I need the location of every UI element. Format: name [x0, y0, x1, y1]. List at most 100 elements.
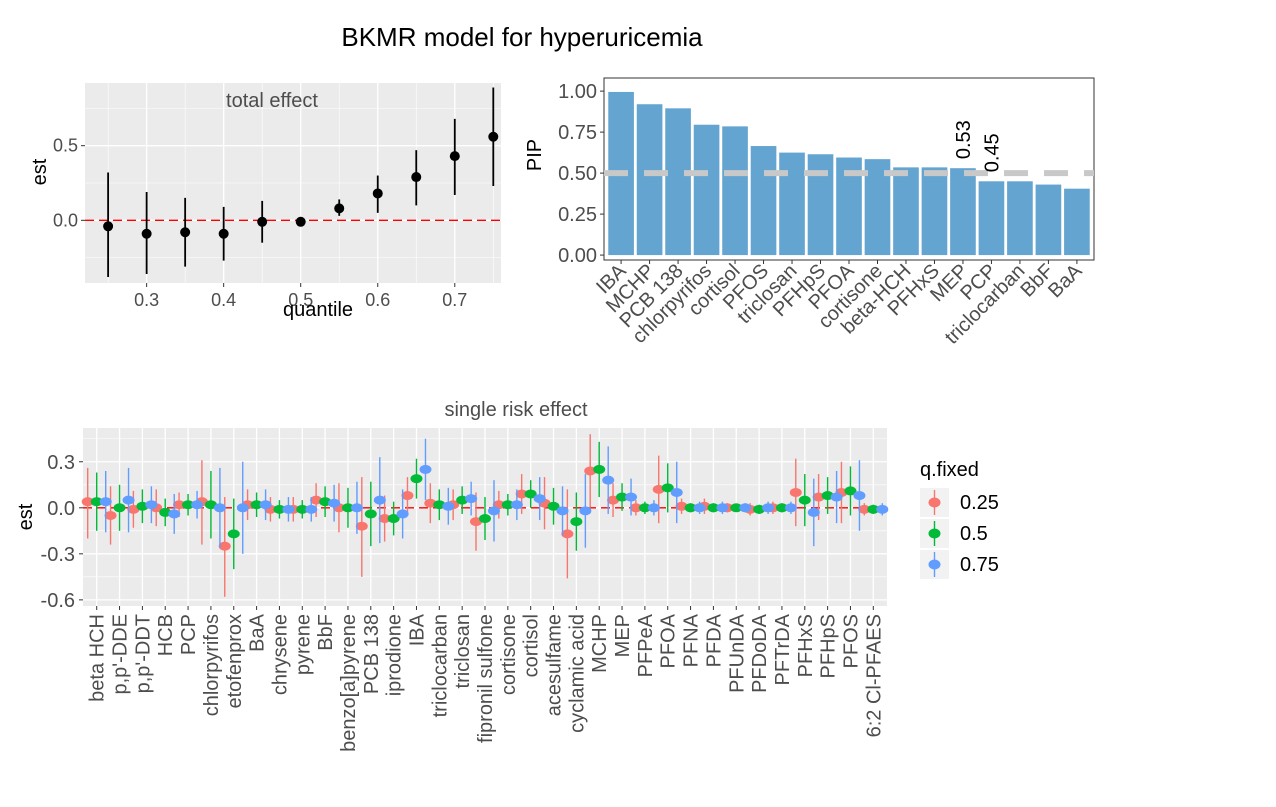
single-risk-point-q0.25: [401, 491, 414, 501]
single-risk-category-label: PFUnDA: [726, 613, 748, 693]
single-risk-point-q0.75: [693, 503, 706, 513]
single-risk-strip-title: single risk effect: [444, 399, 587, 421]
total-effect-point: [449, 151, 460, 162]
x-tick-label: 0.7: [442, 290, 467, 310]
pip-annotation: 0.53: [953, 120, 975, 159]
single-risk-point-q0.5: [684, 503, 697, 513]
single-risk-category-label: cortisol: [521, 614, 543, 677]
total-effect-strip-title: total effect: [226, 90, 318, 112]
legend-key-point: [928, 528, 941, 539]
single-risk-category-label: beta HCH: [87, 614, 109, 702]
single-risk-point-q0.25: [584, 466, 597, 476]
legend-label: 0.5: [960, 523, 988, 545]
single-risk-category-label: triclosan: [452, 614, 474, 688]
legend-title: q.fixed: [920, 459, 979, 481]
single-risk-point-q0.75: [488, 506, 500, 516]
single-risk-point-q0.25: [652, 484, 665, 494]
y-tick-label: 0.50: [558, 163, 597, 185]
single-risk-category-label: PFHpS: [818, 614, 840, 678]
single-risk-category-label: chrysene: [269, 614, 291, 695]
legend-key-point: [928, 497, 941, 508]
single-risk-point-q0.25: [355, 521, 368, 531]
y-tick-label: 0.00: [558, 245, 597, 267]
single-risk-point-q0.5: [867, 504, 880, 514]
single-risk-point-q0.75: [465, 494, 478, 504]
y-tick-label: -0.6: [41, 590, 75, 612]
single-risk-point-q0.25: [81, 497, 94, 507]
single-risk-point-q0.75: [168, 509, 181, 519]
pip-bar: [950, 168, 976, 256]
single-risk-points: [81, 434, 889, 597]
single-risk-category-label: PCP: [178, 614, 200, 655]
single-risk-point-q0.75: [396, 509, 409, 519]
single-risk-point-q0.75: [122, 495, 135, 505]
pip-bar: [1064, 188, 1090, 256]
single-risk-point-q0.5: [570, 517, 583, 527]
single-risk-category-label: PFOA: [658, 613, 680, 668]
single-risk-point-q0.25: [378, 514, 391, 524]
single-risk-point-q0.5: [798, 495, 811, 505]
single-risk-point-q0.75: [647, 503, 660, 513]
single-risk-point-q0.5: [319, 497, 332, 507]
single-risk-point-q0.75: [145, 500, 158, 510]
single-risk-category-label: fipronil sulfone: [475, 614, 497, 743]
x-tick-label: 0.3: [134, 290, 159, 310]
pip-y-axis-title: PIP: [524, 139, 546, 171]
single-risk-category-label: PFTrDA: [772, 613, 794, 685]
total-effect-y-axis-title: est: [29, 158, 51, 185]
single-risk-point-q0.5: [410, 474, 423, 484]
single-risk-panel: single risk effect -0.6 -0.3 0.0 0.3 beta HC…: [15, 399, 889, 752]
pip-bar: [807, 154, 834, 256]
y-tick-label: 0.75: [558, 122, 597, 144]
single-risk-point-q0.5: [616, 492, 629, 502]
single-risk-point-q0.5: [638, 503, 651, 513]
pip-bar: [750, 146, 777, 256]
total-effect-axes: 0.3 0.4 0.5 0.6 0.7 0.0 0.5: [53, 136, 467, 310]
legend-label: 0.25: [960, 492, 999, 514]
single-risk-point-q0.5: [433, 500, 446, 510]
single-risk-point-q0.25: [607, 495, 620, 505]
single-risk-point-q0.75: [533, 494, 546, 504]
y-tick-label: 1.00: [558, 81, 597, 103]
single-risk-point-q0.25: [218, 541, 231, 551]
single-risk-point-q0.75: [282, 504, 295, 514]
single-risk-point-q0.5: [456, 495, 469, 505]
total-effect-point: [141, 228, 152, 239]
single-risk-point-q0.5: [753, 504, 766, 514]
total-effect-point: [295, 216, 306, 227]
single-risk-point-q0.5: [182, 500, 195, 510]
pip-annotation: 0.45: [981, 133, 1003, 172]
single-risk-point-q0.5: [547, 501, 560, 511]
single-risk-category-label: p,p'-DDE: [110, 614, 132, 695]
single-risk-category-label: cortisone: [498, 614, 520, 695]
legend: q.fixed 0.25 0.5 0.75: [920, 459, 999, 579]
total-effect-point: [103, 221, 114, 232]
single-risk-point-q0.5: [364, 509, 377, 519]
single-risk-axes: -0.6 -0.3 0.0 0.3 beta HCH p,p'-DDE p,p'-DDT HC…: [41, 452, 886, 752]
total-effect-x-axis-title: quantile: [283, 299, 353, 321]
single-risk-category-label: triclocarban: [429, 614, 451, 717]
single-risk-point-q0.5: [90, 497, 103, 507]
single-risk-point-q0.25: [424, 498, 437, 508]
single-risk-point-q0.5: [730, 503, 743, 513]
single-risk-category-label: pyrene: [292, 614, 314, 675]
y-tick-label: 0.0: [53, 210, 78, 230]
single-risk-point-q0.75: [419, 464, 432, 474]
single-risk-point-q0.25: [470, 517, 482, 527]
single-risk-point-q0.75: [762, 503, 775, 513]
single-risk-point-q0.75: [830, 492, 843, 502]
single-risk-point-q0.75: [556, 506, 569, 516]
single-risk-category-label: IBA: [406, 613, 428, 646]
single-risk-point-q0.25: [675, 501, 688, 511]
single-risk-point-q0.5: [204, 500, 217, 510]
single-risk-point-q0.75: [259, 500, 272, 510]
x-tick-label: 0.6: [365, 290, 390, 310]
pip-bar: [1035, 184, 1062, 256]
single-risk-point-q0.75: [784, 503, 797, 513]
single-risk-point-q0.5: [136, 501, 149, 511]
single-risk-category-label: BbF: [315, 614, 337, 651]
legend-key-point: [928, 559, 941, 570]
single-risk-point-q0.5: [227, 529, 240, 539]
pip-bar: [693, 124, 720, 256]
single-risk-point-q0.5: [296, 504, 309, 514]
